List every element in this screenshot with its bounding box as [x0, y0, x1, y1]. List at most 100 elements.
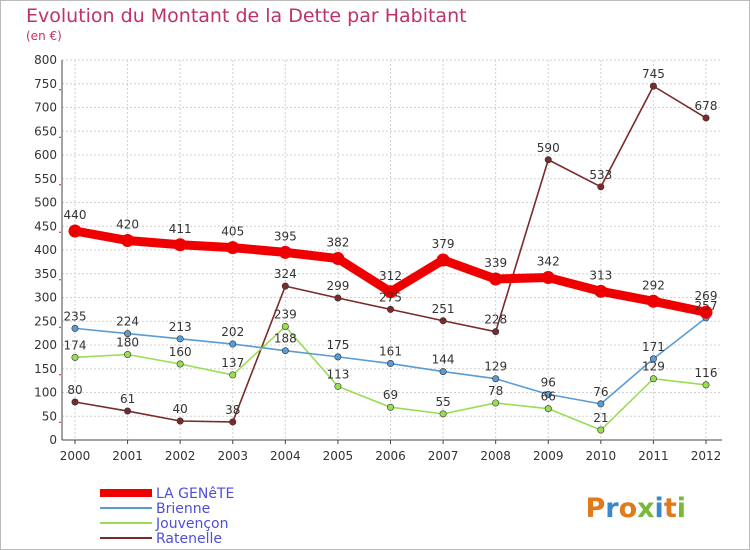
- series-layer: [68, 82, 713, 434]
- data-point: [436, 253, 450, 267]
- data-point: [176, 417, 184, 425]
- data-label: 411: [169, 222, 192, 236]
- data-label: 188: [274, 332, 297, 346]
- data-label: 395: [274, 229, 297, 243]
- data-point: [649, 82, 657, 90]
- data-label: 257: [695, 299, 718, 313]
- y-tick-label: 550: [34, 172, 57, 186]
- y-tick-label: 300: [34, 291, 57, 305]
- x-tick-label: 2010: [586, 449, 617, 463]
- data-label: 224: [116, 315, 139, 329]
- data-label: 160: [169, 345, 192, 359]
- data-label: 137: [221, 356, 244, 370]
- x-tick-label: 2012: [691, 449, 722, 463]
- x-tick-label: 2005: [323, 449, 354, 463]
- y-tick-label: 400: [34, 243, 57, 257]
- data-label: 180: [116, 336, 139, 350]
- y-tick-label: 200: [34, 338, 57, 352]
- y-tick-label: 350: [34, 267, 57, 281]
- data-label: 339: [484, 256, 507, 270]
- data-point: [71, 398, 79, 406]
- data-label: 342: [537, 255, 560, 269]
- data-point: [334, 353, 342, 361]
- data-point: [229, 340, 237, 348]
- data-point: [173, 238, 187, 252]
- data-point: [439, 317, 447, 325]
- y-tick-label: 50: [42, 409, 57, 423]
- proxiti-logo: Proxiti: [585, 493, 686, 524]
- y-tick-label: 700: [34, 101, 57, 115]
- data-label: 113: [326, 367, 349, 381]
- x-tick-label: 2001: [112, 449, 143, 463]
- data-point: [597, 426, 605, 434]
- data-label: 590: [537, 141, 560, 155]
- data-label: 80: [67, 383, 82, 397]
- data-point: [334, 382, 342, 390]
- data-point: [226, 241, 240, 255]
- data-label: 420: [116, 218, 139, 232]
- data-point: [544, 156, 552, 164]
- y-tick-label: 800: [34, 53, 57, 67]
- data-label: 38: [225, 403, 240, 417]
- data-point: [71, 353, 79, 361]
- data-point: [541, 271, 555, 285]
- data-point: [489, 272, 503, 286]
- data-point: [386, 305, 394, 313]
- y-tick-label: 750: [34, 77, 57, 91]
- data-point: [229, 418, 237, 426]
- data-label: 379: [432, 237, 455, 251]
- data-point: [68, 224, 82, 238]
- data-point: [649, 355, 657, 363]
- data-label: 228: [484, 313, 507, 327]
- data-point: [702, 114, 710, 122]
- data-label: 175: [326, 338, 349, 352]
- data-label: 66: [541, 390, 556, 404]
- data-label: 40: [173, 402, 188, 416]
- data-label: 129: [484, 360, 507, 374]
- data-label: 533: [589, 168, 612, 182]
- x-tick-label: 2003: [217, 449, 248, 463]
- data-label: 76: [593, 385, 608, 399]
- data-point: [124, 350, 132, 358]
- y-tick-label: 150: [34, 362, 57, 376]
- y-tick-label: 250: [34, 314, 57, 328]
- legend-label: Ratenelle: [156, 531, 222, 547]
- data-point: [492, 375, 500, 383]
- data-label: 324: [274, 267, 297, 281]
- data-point: [176, 360, 184, 368]
- y-tick-label: 450: [34, 219, 57, 233]
- data-point: [386, 403, 394, 411]
- grid-layer: [62, 59, 722, 441]
- x-tick-label: 2009: [533, 449, 564, 463]
- data-point: [702, 381, 710, 389]
- x-tick-label: 2007: [428, 449, 459, 463]
- y-tick-label: 500: [34, 196, 57, 210]
- data-label: 269: [695, 289, 718, 303]
- legend-label: Brienne: [156, 501, 210, 517]
- data-label: 440: [64, 208, 87, 222]
- x-tick-label: 2004: [270, 449, 301, 463]
- x-tick-label: 2006: [375, 449, 406, 463]
- series-line-jouven-on: [74, 325, 707, 431]
- data-label: 299: [326, 279, 349, 293]
- x-tick-label: 2008: [480, 449, 511, 463]
- data-label: 55: [435, 395, 450, 409]
- data-label: 745: [642, 67, 665, 81]
- data-label: 239: [274, 307, 297, 321]
- data-point: [331, 252, 345, 266]
- data-point: [594, 284, 608, 298]
- data-point: [492, 328, 500, 336]
- data-point: [121, 234, 135, 247]
- data-label: 78: [488, 384, 503, 398]
- x-tick-label: 2000: [60, 449, 91, 463]
- data-point: [71, 324, 79, 332]
- y-tick-label: 0: [49, 433, 57, 447]
- data-point: [334, 294, 342, 302]
- data-label: 312: [379, 269, 402, 283]
- data-point: [176, 335, 184, 343]
- data-point: [439, 368, 447, 376]
